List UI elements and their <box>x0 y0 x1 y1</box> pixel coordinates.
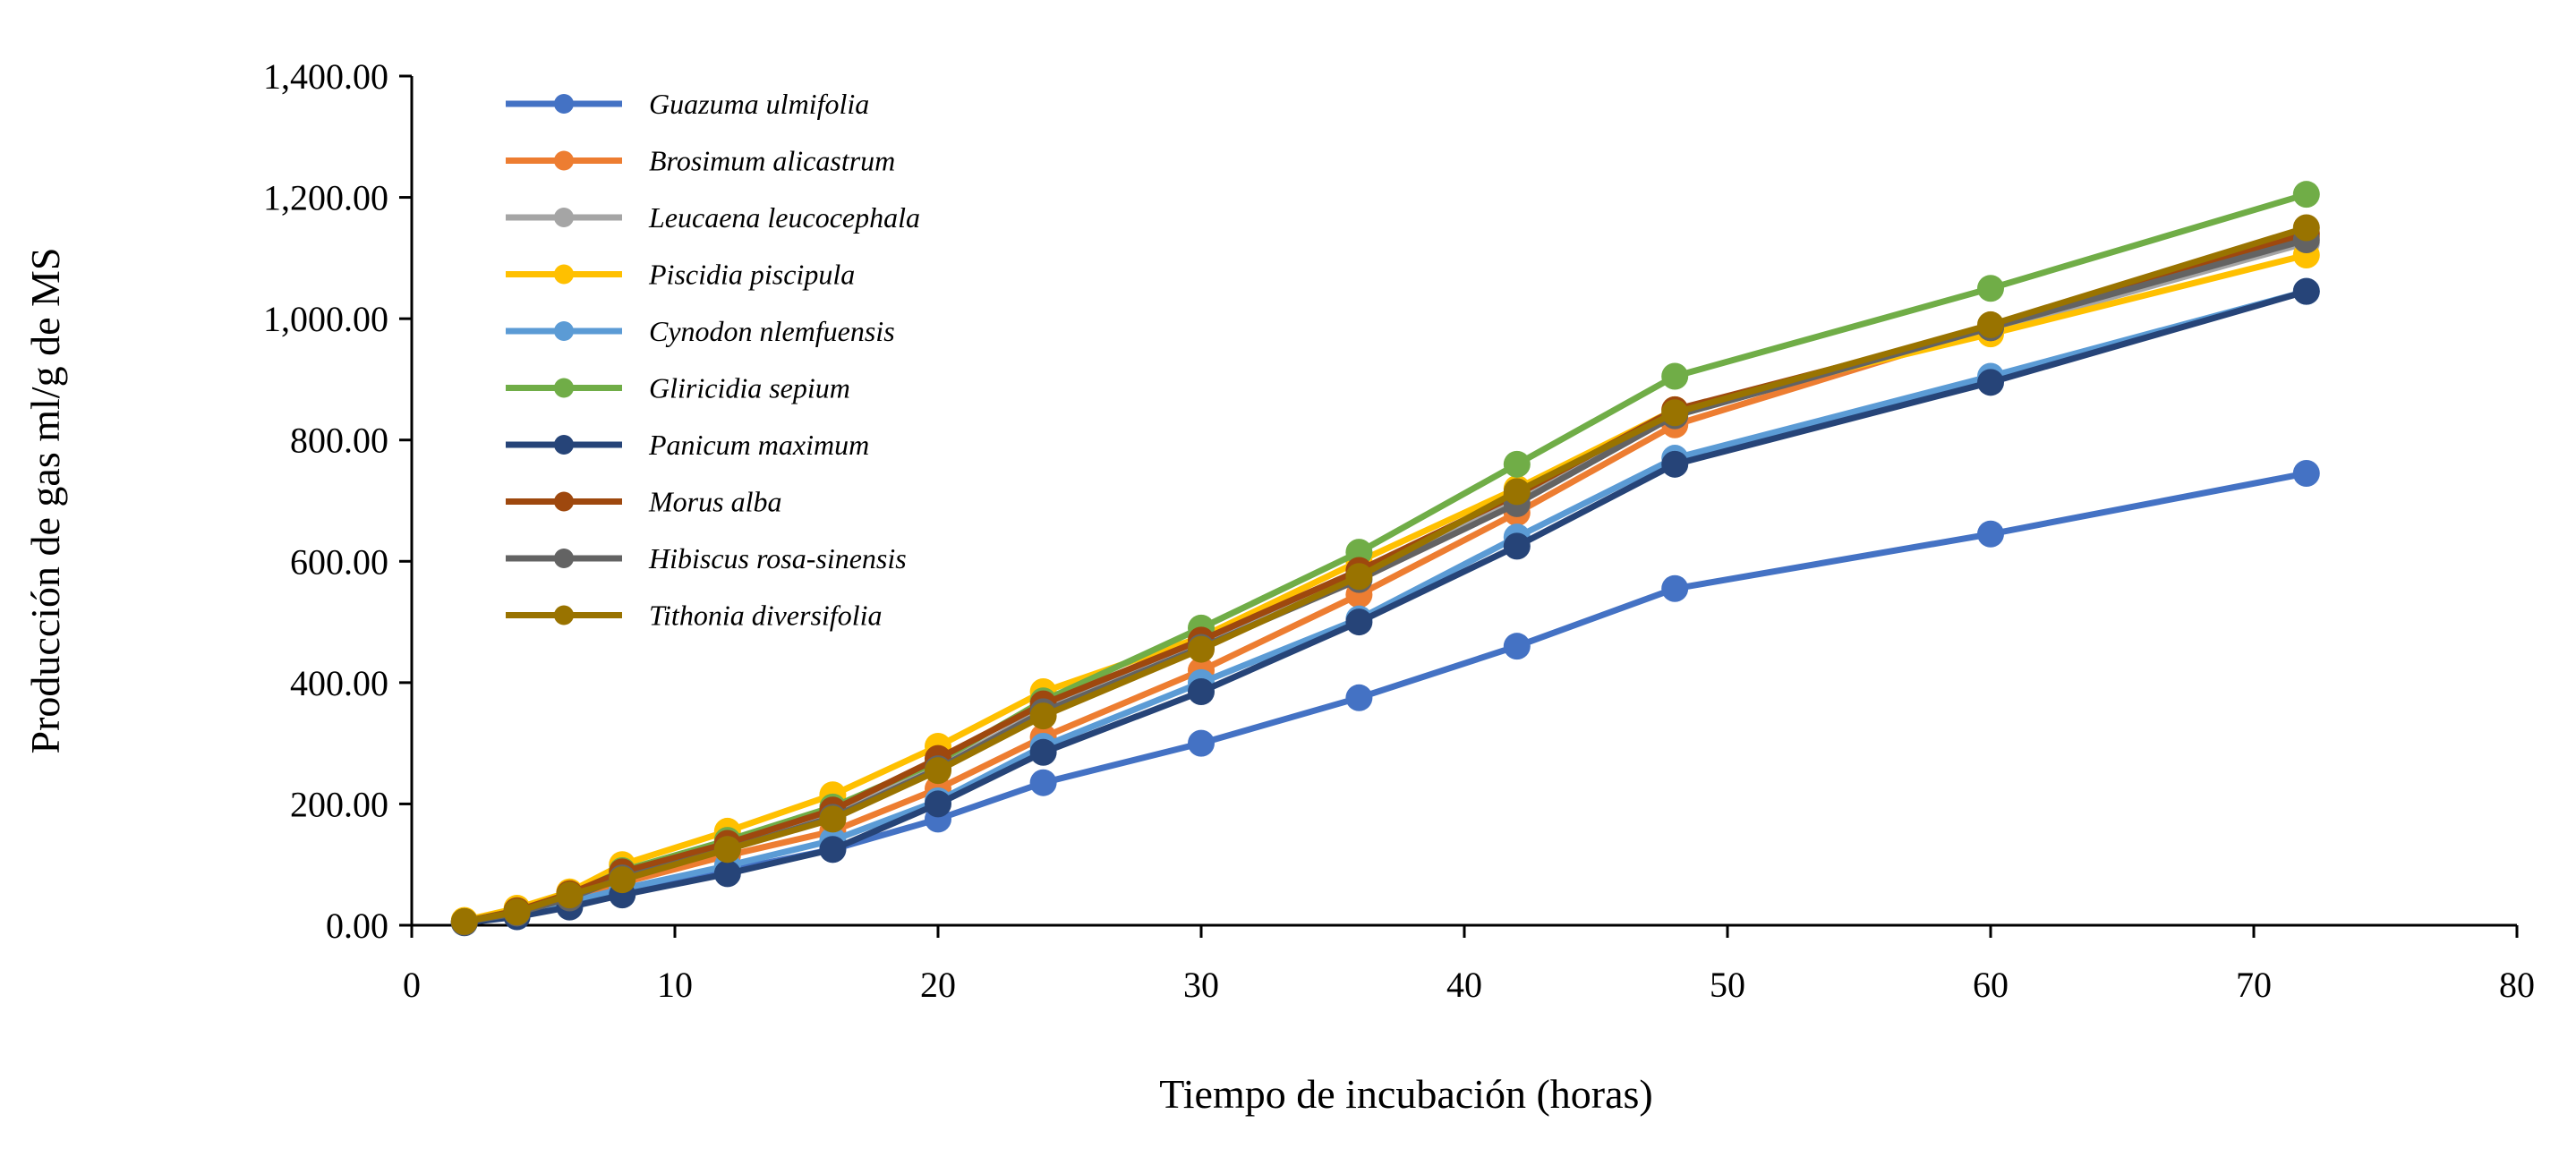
legend-swatch-marker <box>554 264 574 285</box>
data-point <box>1661 574 1689 602</box>
legend-label: Piscidia piscipula <box>648 259 855 291</box>
x-tick-label: 30 <box>1183 965 1219 1005</box>
data-point <box>1661 362 1689 390</box>
data-point <box>1977 275 2004 302</box>
legend-item-brosimum-alicastrum: Brosimum alicastrum <box>506 145 895 177</box>
data-point <box>1503 478 1531 506</box>
data-point <box>1977 369 2004 396</box>
y-tick-label: 600.00 <box>290 541 388 582</box>
legend-label: Tithonia diversifolia <box>649 600 882 632</box>
x-tick-label: 70 <box>2236 965 2272 1005</box>
data-point <box>1345 608 1373 636</box>
x-tick-label: 0 <box>403 965 421 1005</box>
data-point <box>2292 214 2320 242</box>
legend-item-cynodon-nlemfuensis: Cynodon nlemfuensis <box>506 315 895 347</box>
legend-swatch-marker <box>554 378 574 398</box>
legend-label: Morus alba <box>648 486 781 518</box>
legend-label: Panicum maximum <box>648 429 869 461</box>
data-point <box>1345 684 1373 711</box>
y-tick-label: 200.00 <box>290 784 388 824</box>
x-tick-label: 10 <box>657 965 693 1005</box>
data-point <box>925 757 951 785</box>
data-point <box>925 790 951 818</box>
legend-label: Hibiscus rosa-sinensis <box>648 542 907 574</box>
data-point <box>1029 702 1057 730</box>
data-point <box>713 836 741 863</box>
data-point <box>1029 738 1057 766</box>
y-tick-label: 400.00 <box>290 663 388 703</box>
series-group <box>450 181 2320 937</box>
y-tick-label: 800.00 <box>290 421 388 461</box>
legend-label: Gliricidia sepium <box>649 372 850 404</box>
legend-label: Brosimum alicastrum <box>649 145 895 177</box>
data-point <box>1661 450 1689 478</box>
legend-item-panicum-maximum: Panicum maximum <box>506 429 869 461</box>
legend-item-tithonia-diversifolia: Tithonia diversifolia <box>506 600 882 632</box>
legend: Guazuma ulmifolia Brosimum alicastrum Leuc… <box>506 88 920 632</box>
x-tick-label: 20 <box>920 965 956 1005</box>
legend-swatch-marker <box>554 435 574 455</box>
data-point <box>1977 520 2004 548</box>
data-point <box>819 836 847 863</box>
legend-swatch-marker <box>554 491 574 512</box>
data-point <box>556 881 584 909</box>
data-point <box>2292 459 2320 487</box>
legend-label: Cynodon nlemfuensis <box>649 315 895 347</box>
y-axis-ticks: 0.00 200.00 400.00 600.00 800.00 1,000.00 1,20… <box>263 56 412 946</box>
data-point <box>713 860 741 888</box>
legend-label: Guazuma ulmifolia <box>649 88 869 120</box>
legend-swatch-marker <box>554 549 574 568</box>
data-point <box>2292 181 2320 208</box>
x-tick-label: 60 <box>1973 965 2009 1005</box>
legend-item-leucaena-leucocephala: Leucaena leucocephala <box>506 201 920 234</box>
legend-item-piscidia-piscipula: Piscidia piscipula <box>506 259 855 291</box>
legend-item-gliricidia-sepium: Gliricidia sepium <box>506 372 850 404</box>
legend-swatch-marker <box>554 321 574 341</box>
y-axis-title: Producción de gas ml/g de MS <box>22 248 68 754</box>
data-point <box>1188 729 1215 757</box>
legend-item-guazuma-ulmifolia: Guazuma ulmifolia <box>506 88 869 120</box>
legend-item-hibiscus-rosa-sinensis: Hibiscus rosa-sinensis <box>506 542 907 574</box>
y-tick-label: 1,200.00 <box>263 178 388 218</box>
data-point <box>450 907 478 935</box>
legend-item-morus-alba: Morus alba <box>506 486 781 518</box>
legend-swatch-marker <box>554 605 574 625</box>
series-tithonia-diversifolia <box>450 214 2320 935</box>
x-axis-ticks: 0 10 20 30 40 50 60 70 80 <box>403 925 2535 1005</box>
data-point <box>1503 633 1531 660</box>
data-point <box>1661 399 1689 427</box>
data-point <box>1977 311 2004 338</box>
data-point <box>503 898 531 926</box>
series-line <box>464 251 2307 923</box>
data-point <box>609 866 636 894</box>
x-tick-label: 80 <box>2499 965 2535 1005</box>
x-axis-title: Tiempo de incubación (horas) <box>1159 1071 1652 1117</box>
data-point <box>2292 277 2320 305</box>
x-tick-label: 40 <box>1446 965 1482 1005</box>
data-point <box>1503 532 1531 560</box>
data-point <box>1345 563 1373 591</box>
y-tick-label: 0.00 <box>326 906 388 946</box>
legend-swatch-marker <box>554 208 574 227</box>
legend-label: Leucaena leucocephala <box>648 201 920 234</box>
legend-swatch-marker <box>554 94 574 114</box>
x-tick-label: 50 <box>1710 965 1745 1005</box>
data-point <box>1029 769 1057 796</box>
data-point <box>1503 450 1531 478</box>
data-point <box>1188 635 1215 663</box>
y-tick-label: 1,000.00 <box>263 299 388 339</box>
data-point <box>1188 678 1215 706</box>
data-point <box>819 805 847 833</box>
y-tick-label: 1,400.00 <box>263 56 388 97</box>
legend-swatch-marker <box>554 150 574 171</box>
